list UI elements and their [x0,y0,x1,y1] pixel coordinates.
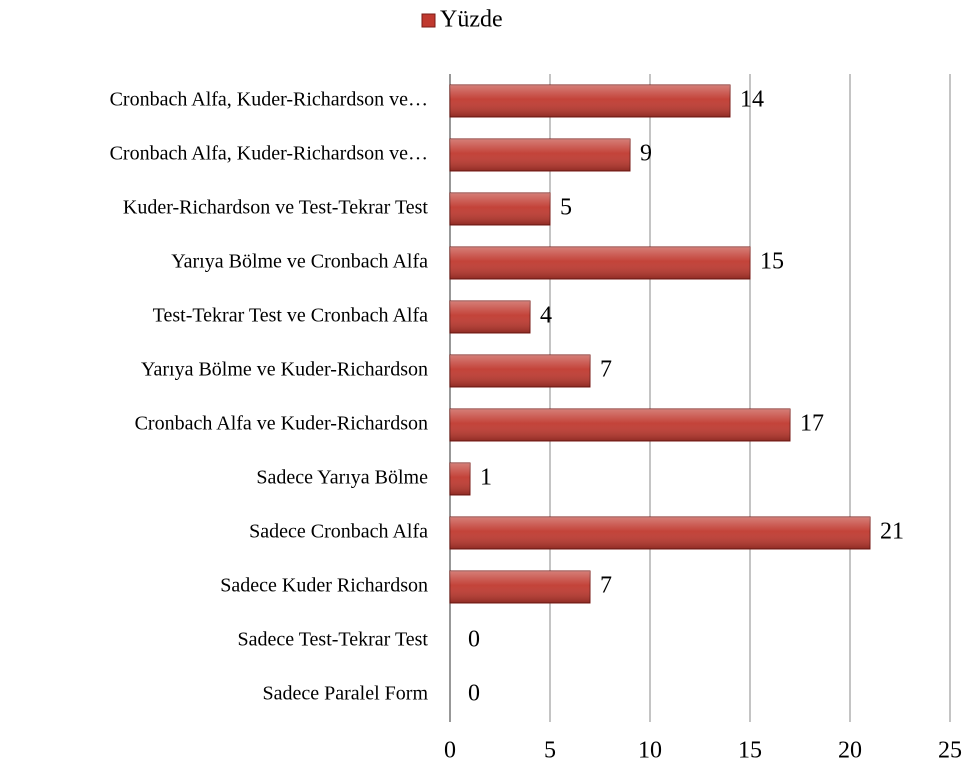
bar-shine [450,301,530,333]
data-label: 9 [640,141,652,167]
data-label: 7 [600,357,612,383]
bar-shine [450,355,590,387]
data-label: 14 [740,87,764,113]
bar-shine [450,247,750,279]
x-tick-label: 25 [938,738,962,764]
y-tick-label: Kuder-Richardson ve Test-Tekrar Test [123,197,429,219]
bar-shine [450,193,550,225]
data-label: 17 [800,411,824,437]
legend-swatch [421,13,436,28]
data-label: 15 [760,249,784,275]
data-label: 7 [600,573,612,599]
data-label: 1 [480,465,492,491]
data-label: 0 [468,627,480,653]
bar-shine [450,409,790,441]
y-tick-label: Cronbach Alfa, Kuder-Richardson ve… [110,143,428,165]
y-tick-label: Sadece Cronbach Alfa [249,521,428,543]
legend-label: Yüzde [440,7,503,33]
bar-shine [450,571,590,603]
data-label: 21 [880,519,904,545]
x-tick-label: 20 [838,738,862,764]
y-tick-label: Test-Tekrar Test ve Cronbach Alfa [153,305,428,327]
x-tick-label: 10 [638,738,662,764]
bar-shine [450,517,870,549]
data-label: 5 [560,195,572,221]
data-label: 0 [468,681,480,707]
x-tick-label: 5 [544,738,556,764]
bar-shine [450,85,730,117]
y-tick-label: Sadece Kuder Richardson [220,575,428,597]
y-tick-label: Yarıya Bölme ve Cronbach Alfa [171,251,428,273]
y-tick-label: Sadece Test-Tekrar Test [237,629,428,651]
y-tick-label: Sadece Yarıya Bölme [256,467,428,489]
y-tick-label: Yarıya Bölme ve Kuder-Richardson [141,359,428,381]
x-tick-label: 15 [738,738,762,764]
x-tick-label: 0 [444,738,456,764]
bar-shine [450,139,630,171]
data-label: 4 [540,303,552,329]
y-tick-label: Sadece Paralel Form [263,683,429,705]
y-tick-label: Cronbach Alfa ve Kuder-Richardson [135,413,428,435]
y-tick-label: Cronbach Alfa, Kuder-Richardson ve… [110,89,428,111]
bar-shine [450,463,470,495]
